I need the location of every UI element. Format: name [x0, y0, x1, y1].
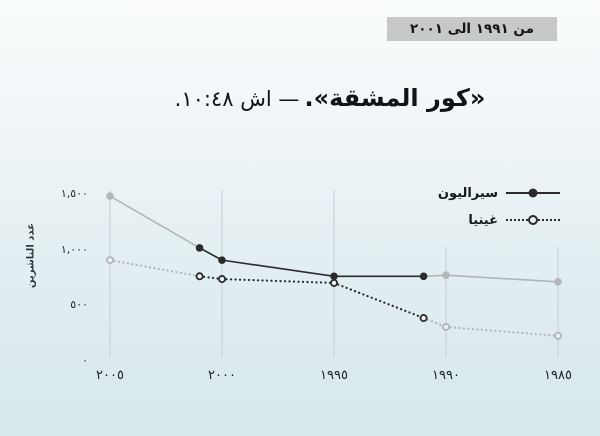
solid-line-marker-icon [506, 184, 560, 202]
legend-label-guinea: غينيا [468, 212, 498, 228]
x-axis-tick-1990: ١٩٩٠ [432, 368, 460, 383]
legend-item-sierra-leone: سيراليون [438, 184, 560, 202]
chart-title: «كور المشقة». — اش ١٠:٤٨. [0, 84, 600, 112]
title-scripture-phrase: «كور المشقة». [304, 84, 486, 112]
y-axis-tick-0: ٠ [82, 354, 88, 367]
legend-label-sierra-leone: سيراليون [437, 185, 498, 201]
y-axis-tick-500: ٥٠٠ [70, 298, 88, 312]
y-axis-tick-1000: ١,٠٠٠ [60, 242, 88, 256]
x-axis-tick-1995: ١٩٩٥ [320, 368, 348, 383]
year-range-badge: من ١٩٩١ الى ٢٠٠١ [387, 17, 557, 41]
dotted-line-marker-icon [506, 211, 560, 229]
chart-legend: سيراليون غينيا [438, 184, 560, 238]
x-axis-tick-1985: ١٩٨٥ [544, 368, 572, 383]
x-axis-tick-2005: ٢٠٠٥ [96, 368, 124, 383]
title-scripture-reference: — اش ١٠:٤٨. [174, 87, 300, 111]
x-axis-tick-2000: ٢٠٠٠ [208, 368, 236, 383]
y-axis-tick-1500: ١,٥٠٠ [60, 187, 88, 200]
legend-item-guinea: غينيا [438, 211, 560, 229]
